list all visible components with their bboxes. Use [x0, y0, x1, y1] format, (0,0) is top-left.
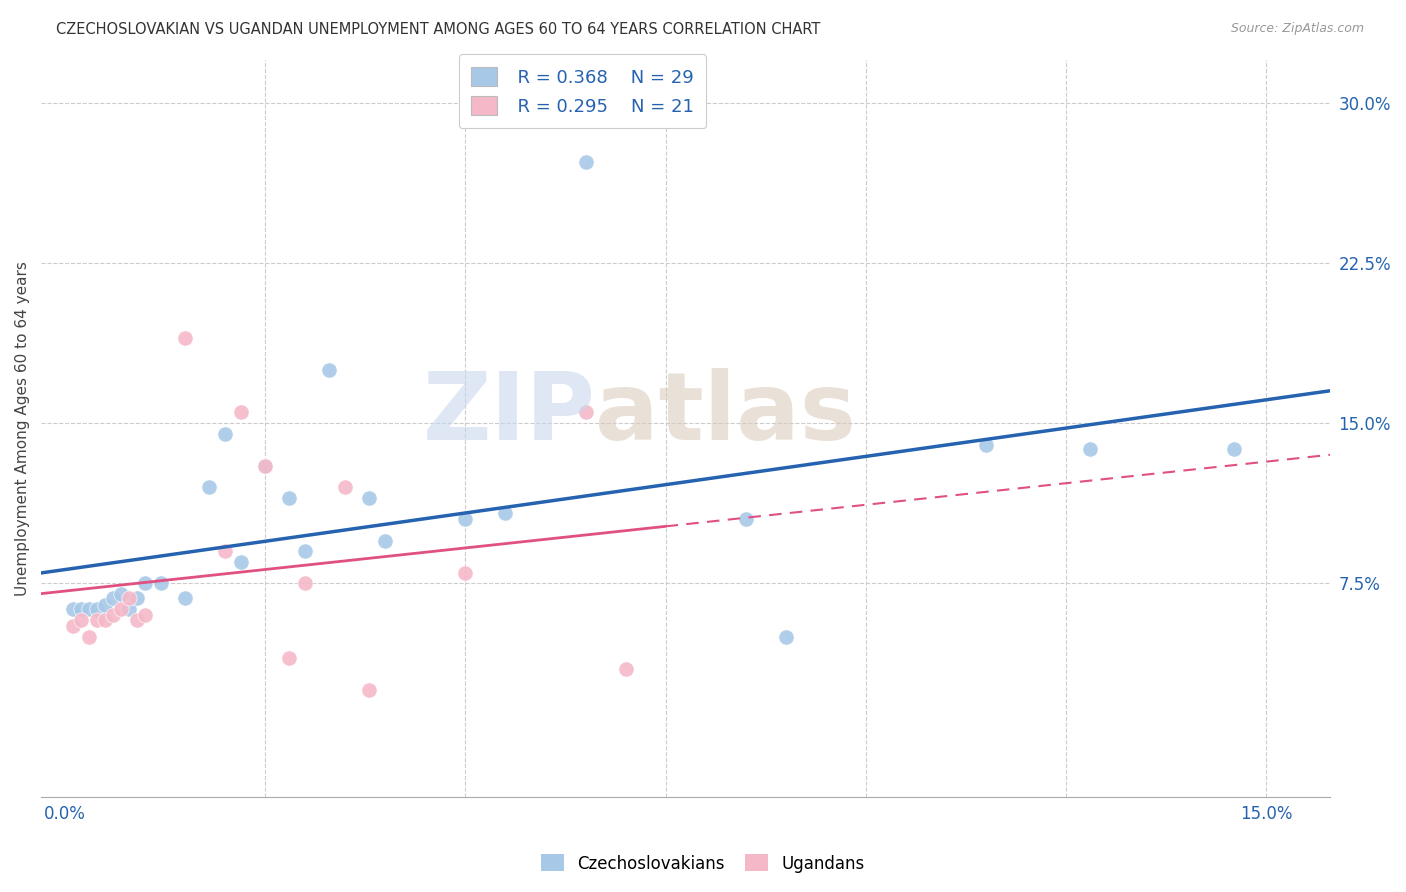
- Point: [101, 608, 124, 623]
- Text: atlas: atlas: [595, 368, 856, 459]
- Point: [110, 602, 132, 616]
- Point: [294, 576, 316, 591]
- Point: [70, 613, 93, 627]
- Point: [318, 362, 340, 376]
- Point: [454, 512, 477, 526]
- Legend:   R = 0.368    N = 29,   R = 0.295    N = 21: R = 0.368 N = 29, R = 0.295 N = 21: [458, 54, 706, 128]
- Point: [134, 608, 156, 623]
- Point: [454, 566, 477, 580]
- Point: [62, 619, 84, 633]
- Point: [198, 480, 221, 494]
- Point: [150, 576, 173, 591]
- Point: [614, 662, 637, 676]
- Point: [734, 512, 756, 526]
- Point: [214, 544, 236, 558]
- Point: [214, 426, 236, 441]
- Point: [94, 613, 117, 627]
- Point: [574, 405, 596, 419]
- Point: [1078, 442, 1101, 456]
- Point: [118, 602, 141, 616]
- Point: [127, 591, 149, 606]
- Point: [101, 591, 124, 606]
- Point: [231, 555, 253, 569]
- Point: [974, 437, 997, 451]
- Point: [278, 491, 301, 505]
- Text: Source: ZipAtlas.com: Source: ZipAtlas.com: [1230, 22, 1364, 36]
- Point: [174, 331, 197, 345]
- Y-axis label: Unemployment Among Ages 60 to 64 years: Unemployment Among Ages 60 to 64 years: [15, 261, 30, 596]
- Point: [574, 155, 596, 169]
- Point: [374, 533, 396, 548]
- Point: [86, 602, 108, 616]
- Point: [118, 591, 141, 606]
- Legend: Czechoslovakians, Ugandans: Czechoslovakians, Ugandans: [534, 847, 872, 880]
- Point: [62, 602, 84, 616]
- Point: [359, 683, 381, 698]
- Point: [77, 630, 100, 644]
- Point: [775, 630, 797, 644]
- Text: CZECHOSLOVAKIAN VS UGANDAN UNEMPLOYMENT AMONG AGES 60 TO 64 YEARS CORRELATION CH: CZECHOSLOVAKIAN VS UGANDAN UNEMPLOYMENT …: [56, 22, 821, 37]
- Point: [86, 613, 108, 627]
- Point: [278, 651, 301, 665]
- Point: [254, 458, 277, 473]
- Point: [294, 544, 316, 558]
- Point: [359, 491, 381, 505]
- Point: [77, 602, 100, 616]
- Point: [127, 613, 149, 627]
- Point: [174, 591, 197, 606]
- Point: [335, 480, 357, 494]
- Point: [254, 458, 277, 473]
- Point: [94, 598, 117, 612]
- Point: [1223, 442, 1246, 456]
- Text: ZIP: ZIP: [422, 368, 595, 459]
- Point: [494, 506, 516, 520]
- Point: [231, 405, 253, 419]
- Point: [110, 587, 132, 601]
- Point: [134, 576, 156, 591]
- Point: [70, 602, 93, 616]
